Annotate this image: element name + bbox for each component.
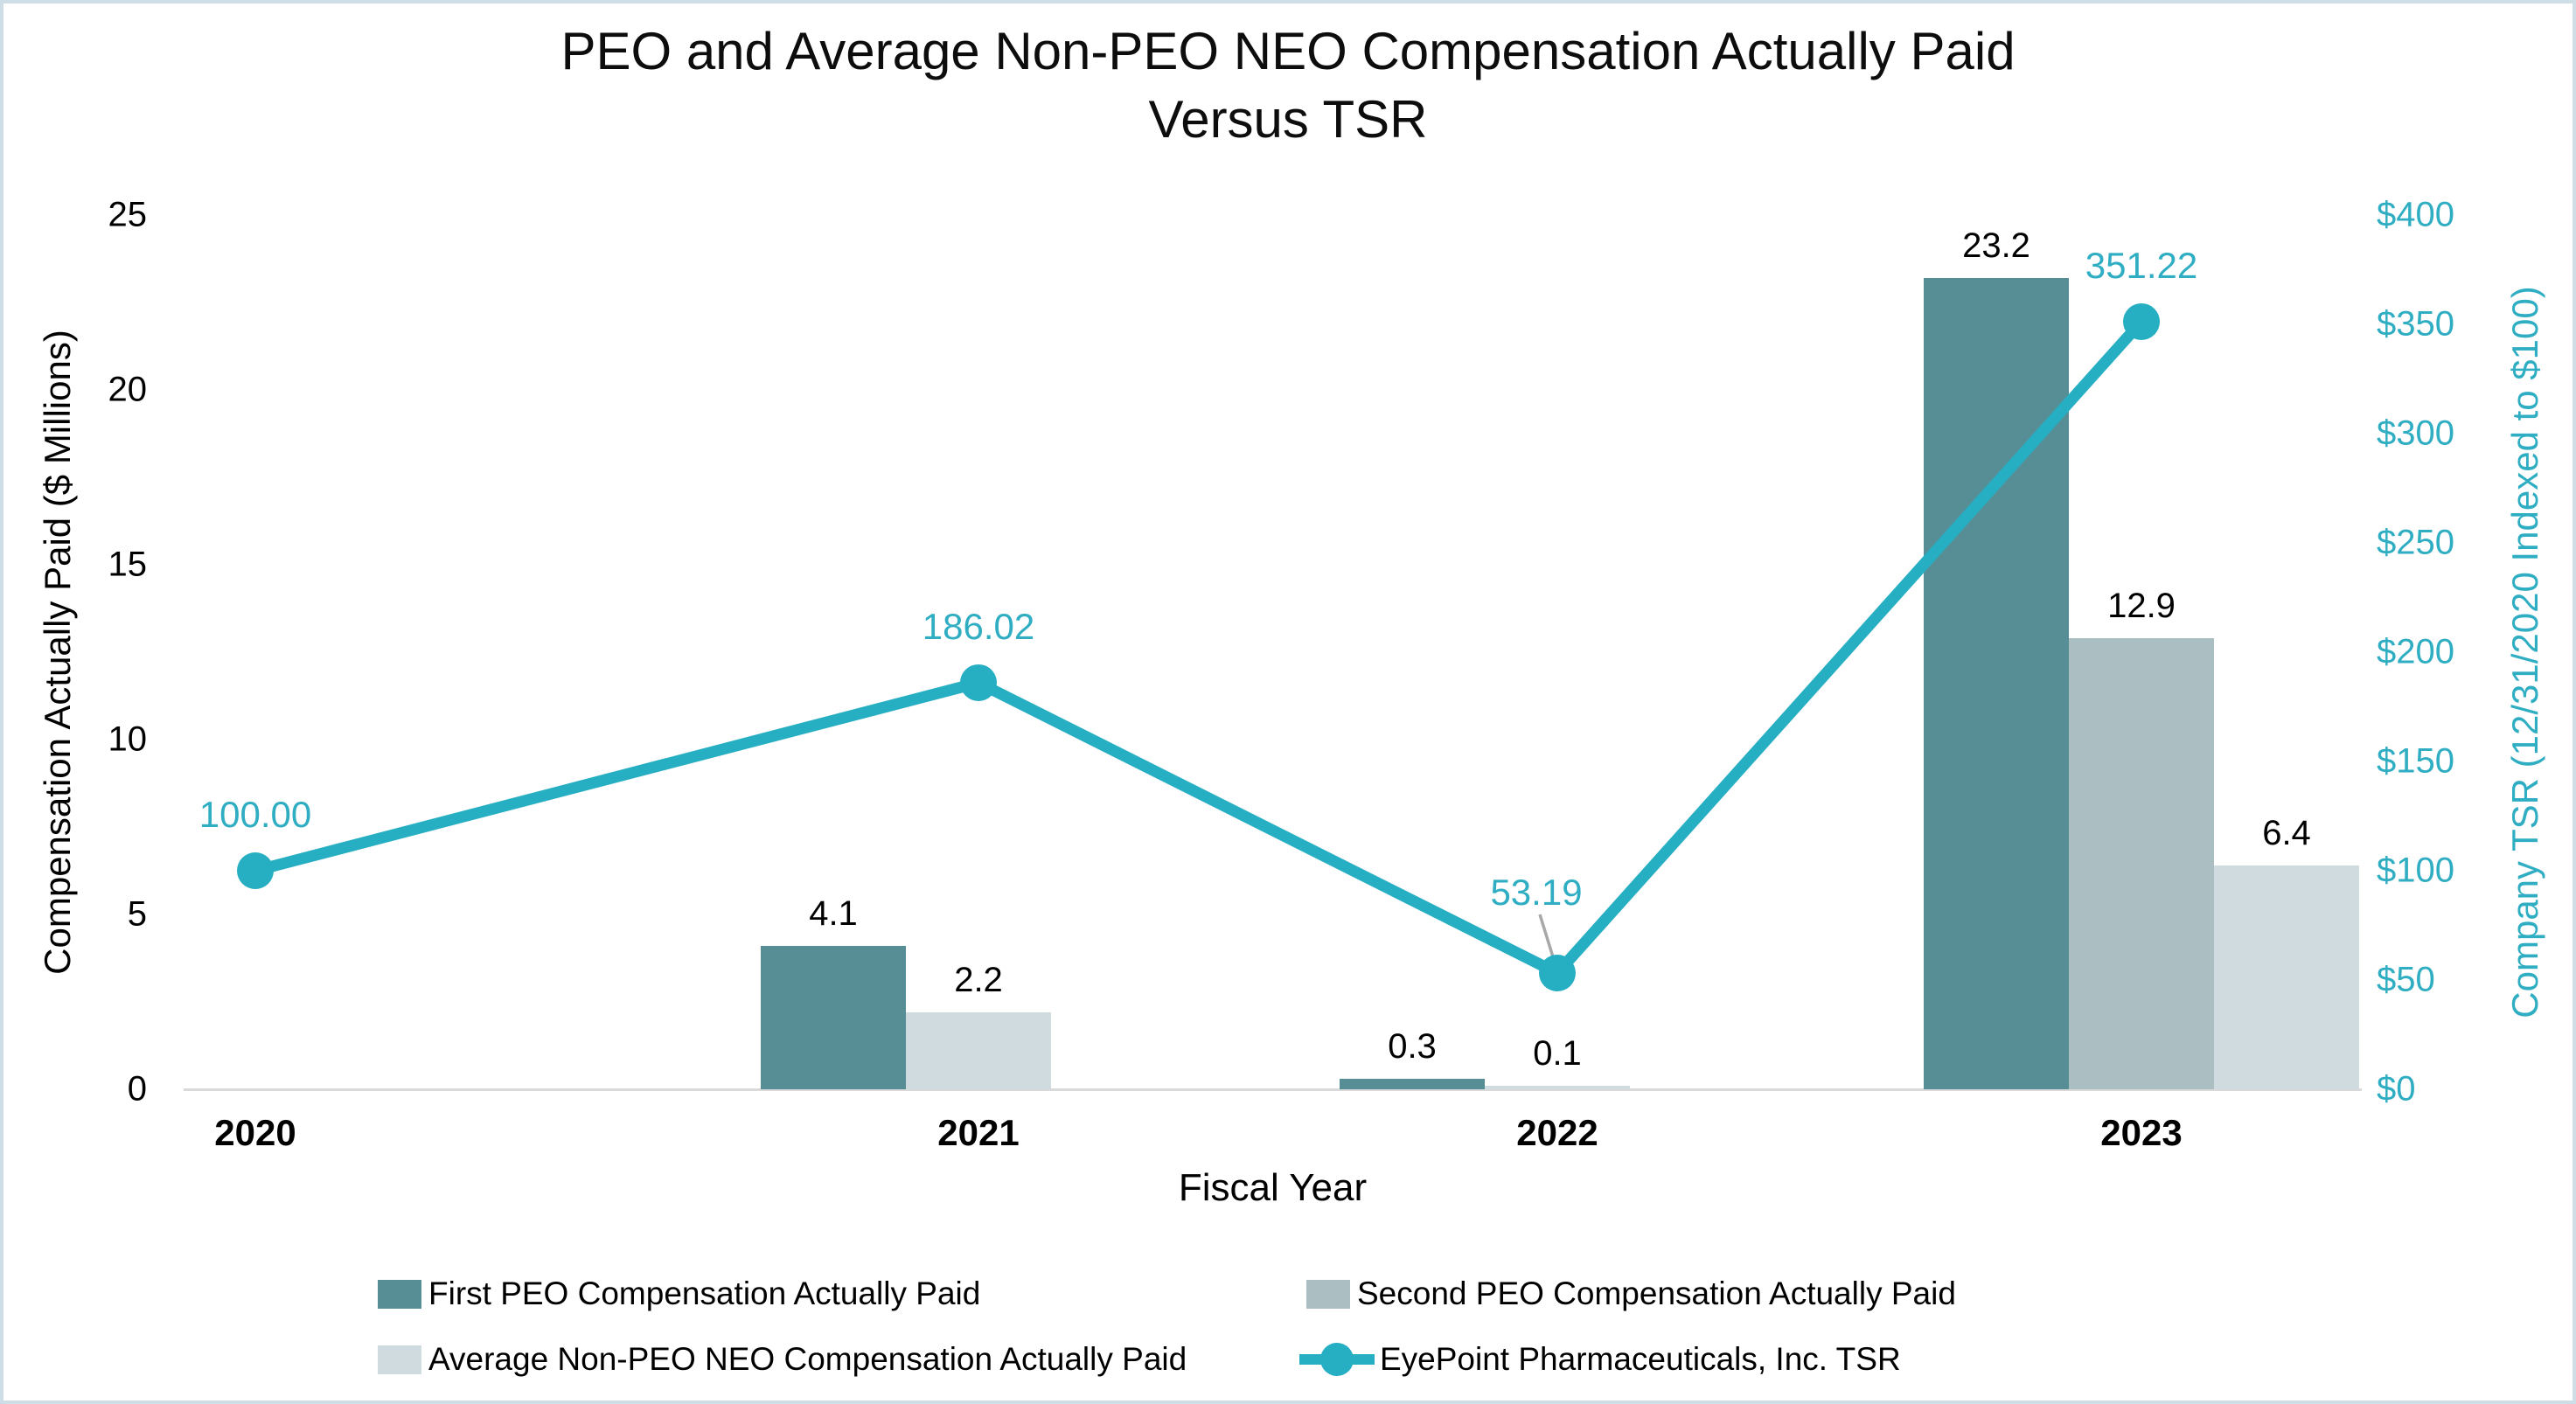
bar-data-label: 0.3 [1388,1027,1437,1066]
right-tick-label: $400 [2377,195,2454,234]
bar-first-peo [761,946,906,1089]
right-tick-label: $150 [2377,741,2454,781]
left-tick-label: 5 [127,894,147,934]
data-label-leader-line [1538,914,1556,963]
x-category-label: 2022 [1516,1112,1598,1153]
first-peo-swatch [378,1279,421,1309]
tsr-marker [2123,302,2160,340]
chart-title-line2: Versus TSR [1148,90,1428,149]
bar-average-non-peo [1485,1086,1630,1089]
legend-item-second-peo: Second PEO Compensation Actually Paid [1306,1273,1956,1315]
left-tick-label: 15 [108,545,148,584]
x-category-label: 2023 [2100,1112,2183,1153]
legend-label-tsr: EyePoint Pharmaceuticals, Inc. TSR [1380,1341,1901,1377]
tsr-line [254,317,2146,979]
left-tick-label: 20 [108,370,148,409]
tsr-data-label: 53.19 [1490,872,1583,914]
left-tick-label: 25 [108,195,148,234]
bar-data-label: 12.9 [2107,587,2176,625]
right-tick-label: $250 [2377,523,2454,562]
bar-first-peo [1340,1079,1485,1089]
right-tick-label: $350 [2377,304,2454,344]
legend-label-average-non-peo: Average Non-PEO NEO Compensation Actuall… [428,1341,1187,1377]
x-category-label: 2020 [214,1112,296,1153]
legend-item-tsr: EyePoint Pharmaceuticals, Inc. TSR [1299,1338,1901,1380]
x-category-label: 2021 [937,1112,1020,1153]
bar-average-non-peo [906,1012,1051,1089]
chart-title-line1: PEO and Average Non-PEO NEO Compensation… [560,22,2016,80]
tsr-data-label: 186.02 [922,605,1035,647]
plot-area: 4.1 2.2 0.3 0.1 23.2 12.9 6.4 100.00 186.02 53.19… [184,215,2362,1091]
bar-data-label: 6.4 [2262,814,2311,852]
tsr-data-label: 100.00 [198,794,312,835]
bar-average-non-peo [2214,865,2359,1089]
bar-data-label: 23.2 [1962,226,2030,265]
bar-data-label: 0.1 [1533,1034,1582,1073]
left-tick-label: 0 [127,1069,147,1109]
bar-data-label: 4.1 [809,894,858,933]
right-tick-label: $50 [2377,960,2435,999]
tsr-marker [237,852,274,889]
legend-item-first-peo: First PEO Compensation Actually Paid [378,1273,980,1315]
x-axis-line [184,1088,2362,1091]
tsr-line-marker-icon [1299,1338,1375,1380]
tsr-marker [960,664,997,701]
chart-title: PEO and Average Non-PEO NEO Compensation… [3,17,2573,154]
bar-second-peo [2069,638,2214,1089]
legend-item-average-non-peo: Average Non-PEO NEO Compensation Actuall… [378,1338,1187,1380]
legend-label-second-peo: Second PEO Compensation Actually Paid [1357,1275,1956,1311]
left-tick-label: 10 [108,719,148,759]
tsr-marker [1539,955,1576,992]
right-tick-label: $100 [2377,851,2454,890]
tsr-data-label: 351.22 [2085,244,2198,286]
bar-data-label: 2.2 [954,961,1003,999]
x-axis-title: Fiscal Year [1178,1166,1368,1209]
bar-first-peo [1924,278,2069,1089]
legend-label-first-peo: First PEO Compensation Actually Paid [428,1275,981,1311]
right-tick-label: $0 [2377,1069,2416,1109]
right-tick-label: $200 [2377,632,2454,671]
average-non-peo-swatch [378,1345,421,1374]
right-tick-label: $300 [2377,414,2454,453]
second-peo-swatch [1306,1279,1350,1309]
